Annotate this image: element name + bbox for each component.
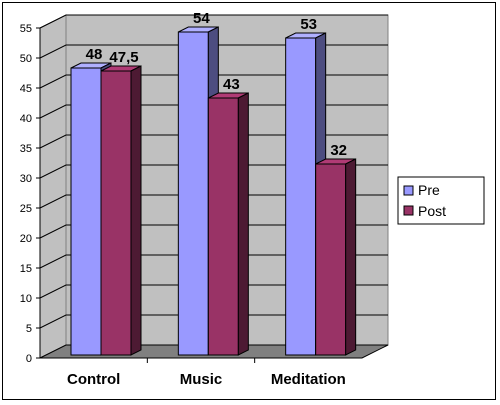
legend-swatch-pre [403, 185, 414, 196]
x-category-meditation: Meditation [271, 371, 346, 388]
data-labels: 48 47,5 54 43 53 32 [86, 10, 347, 159]
gridline [39, 254, 388, 269]
y-tick-label: 25 [20, 203, 32, 215]
x-axis-categories: Control Music Meditation [40, 357, 362, 388]
legend-label-post: Post [418, 203, 446, 219]
bar-meditation-post [315, 158, 357, 356]
gridline [39, 44, 388, 59]
data-label-control-post: 47,5 [109, 49, 138, 66]
y-tick-label: 30 [20, 173, 32, 185]
y-tick-label: 5 [26, 323, 32, 335]
x-category-music: Music [180, 371, 223, 388]
gridline [39, 74, 388, 89]
y-axis-ticks: 0 5 10 15 20 25 30 35 40 45 50 55 [20, 23, 41, 365]
x-category-control: Control [67, 371, 120, 388]
gridline [39, 314, 388, 329]
gridlines [39, 14, 388, 329]
gridline [39, 164, 388, 179]
gridline [39, 14, 388, 29]
data-label-meditation-post: 32 [330, 142, 347, 159]
y-tick-label: 10 [20, 293, 32, 305]
y-tick-label: 35 [20, 143, 32, 155]
legend-box [397, 176, 485, 225]
gridline [39, 194, 388, 209]
legend-swatch-post [403, 205, 414, 216]
gridline [39, 104, 388, 119]
legend-label-pre: Pre [418, 182, 440, 198]
gridline [39, 284, 388, 299]
data-label-music-post: 43 [223, 76, 240, 93]
gridline [39, 134, 388, 149]
y-tick-label: 0 [26, 353, 32, 365]
y-tick-label: 40 [20, 113, 32, 125]
y-tick-label: 15 [20, 263, 32, 275]
gridline [39, 224, 388, 239]
y-tick-label: 45 [20, 83, 32, 95]
bar-control-post [100, 65, 142, 356]
data-label-control-pre: 48 [86, 46, 103, 63]
data-label-music-pre: 54 [193, 10, 210, 27]
y-tick-label: 50 [20, 53, 32, 65]
bar-music-post [207, 92, 249, 356]
y-tick-label: 55 [20, 23, 32, 35]
bars [70, 26, 357, 356]
legend: Pre Post [397, 176, 485, 225]
side-wall [39, 14, 67, 359]
y-tick-label: 20 [20, 233, 32, 245]
data-label-meditation-pre: 53 [300, 16, 317, 33]
